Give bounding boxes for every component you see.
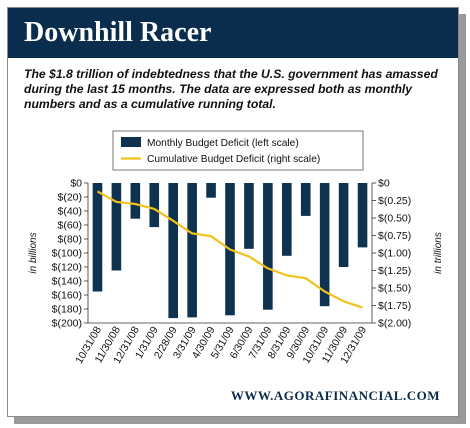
- y-axis-label-left: in billions: [28, 232, 39, 273]
- deficit-bar: [111, 183, 122, 271]
- y-axis-label-right: in trillions: [433, 232, 444, 274]
- left-tick-label: $(20): [57, 192, 82, 204]
- right-tick-label: $(0.75): [378, 230, 411, 242]
- budget-deficit-chart: Monthly Budget Deficit (left scale) Cumul…: [28, 130, 444, 366]
- deficit-bar: [168, 183, 178, 319]
- legend-box: [112, 130, 364, 171]
- right-tick-label: $(2.00): [378, 318, 411, 330]
- left-tick-label: $(120): [52, 262, 82, 274]
- chart-card: Downhill Racer The $1.8 trillion of inde…: [7, 7, 459, 417]
- right-tick-label: $(0.50): [378, 213, 411, 225]
- page-title: Downhill Racer: [24, 17, 212, 48]
- right-tick-label: $(1.75): [378, 300, 411, 312]
- left-tick-label: $(80): [57, 234, 82, 246]
- deficit-bar: [338, 183, 349, 267]
- right-tick-label: $(0.25): [378, 195, 411, 207]
- deficit-bar: [206, 183, 216, 198]
- left-tick-label: $(200): [52, 318, 82, 330]
- deficit-bar: [319, 183, 330, 307]
- deficit-bar: [357, 183, 368, 248]
- title-banner: Downhill Racer: [8, 8, 458, 58]
- deficit-bar: [92, 183, 103, 292]
- deficit-bar: [300, 183, 311, 216]
- right-tick-label: $(1.00): [378, 248, 411, 260]
- right-tick-label: $(1.50): [378, 283, 411, 295]
- left-tick-label: $(140): [52, 276, 82, 288]
- deficit-bar: [149, 183, 160, 228]
- legend-label-line: Cumulative Budget Deficit (right scale): [147, 154, 320, 165]
- left-tick-label: $(180): [52, 304, 82, 316]
- deficit-bar: [282, 183, 292, 256]
- left-tick-label: $(40): [57, 206, 82, 218]
- legend-swatch-bar: [121, 137, 141, 147]
- footer-url[interactable]: WWW.AGORAFINANCIAL.COM: [230, 388, 440, 403]
- deficit-bar: [263, 183, 273, 310]
- left-tick-label: $(60): [57, 220, 82, 232]
- legend-label-bar: Monthly Budget Deficit (left scale): [147, 138, 299, 149]
- deficit-bar: [244, 183, 254, 249]
- right-tick-label: $(1.25): [378, 265, 411, 277]
- right-tick-label: $0: [378, 178, 390, 190]
- left-tick-label: $0: [70, 178, 82, 190]
- left-tick-label: $(100): [52, 248, 82, 260]
- deficit-bar: [130, 183, 141, 219]
- left-tick-label: $(160): [52, 290, 82, 302]
- cumulative-deficit-line: [96, 190, 363, 309]
- chart-subtitle: The $1.8 trillion of indebtedness that t…: [24, 67, 438, 111]
- deficit-bar: [187, 183, 197, 318]
